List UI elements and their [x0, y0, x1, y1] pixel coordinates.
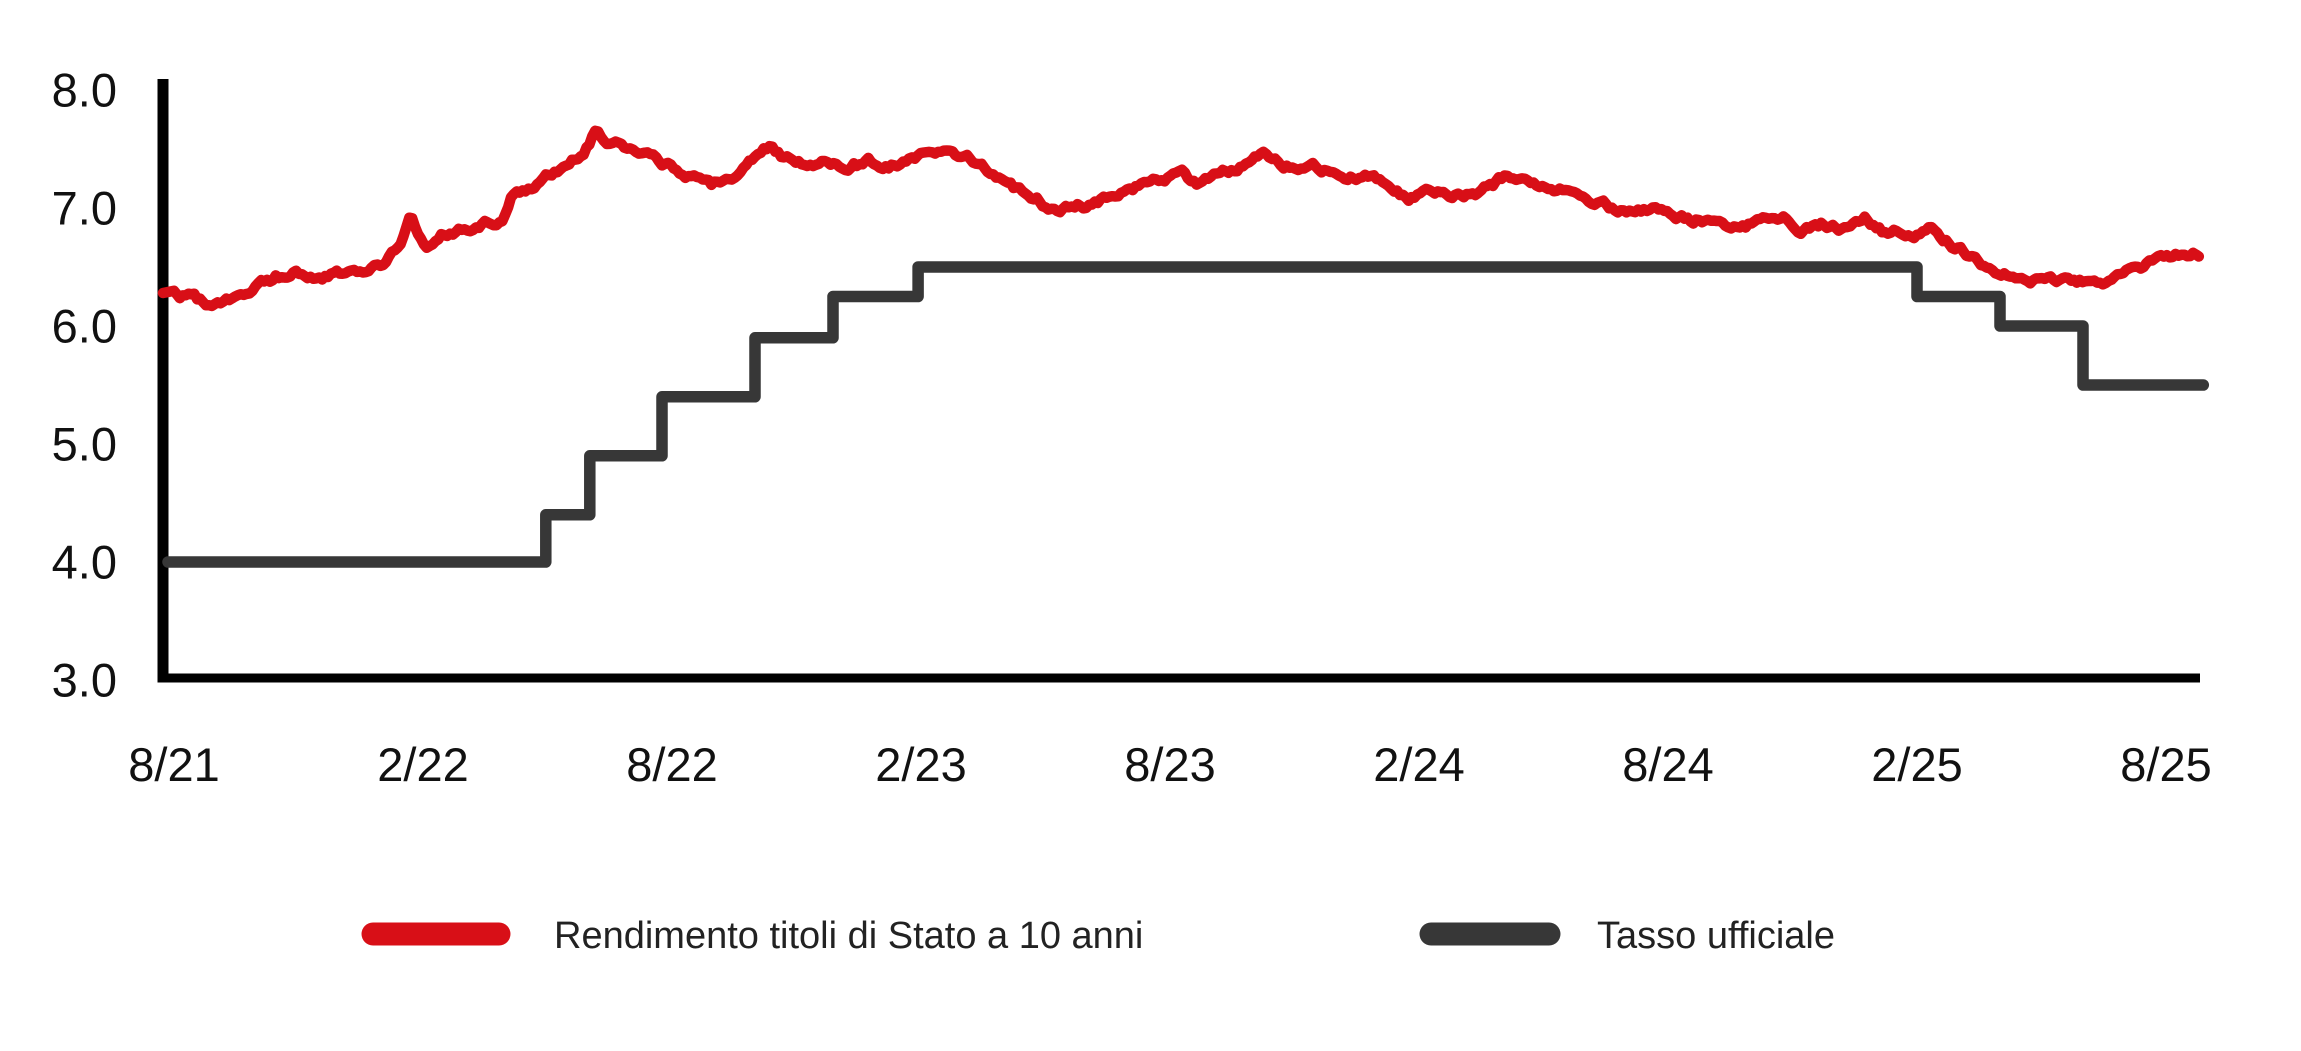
y-tick-label: 5.0	[52, 418, 117, 471]
x-tick-label: 2/23	[875, 738, 966, 791]
legend: Rendimento titoli di Stato a 10 anni Tas…	[361, 915, 1835, 957]
policy-rate-step-line	[162, 261, 2210, 568]
x-tick-label: 8/24	[1622, 738, 1713, 791]
axes	[157, 79, 2200, 683]
x-tick-label: 8/22	[626, 738, 717, 791]
y-tick-label: 3.0	[52, 654, 117, 707]
y-tick-label: 6.0	[52, 300, 117, 353]
bond-yield-line	[157, 125, 2205, 312]
y-axis-tick-labels: 8.0 7.0 6.0 5.0 4.0 3.0	[52, 64, 117, 707]
x-tick-label: 8/21	[128, 738, 219, 791]
x-tick-label: 2/25	[1871, 738, 1962, 791]
x-tick-label: 8/25	[2120, 738, 2211, 791]
bond-yield-legend-label: Rendimento titoli di Stato a 10 anni	[554, 915, 1143, 957]
x-axis-tick-labels: 8/21 2/22 8/22 2/23 8/23 2/24 8/24 2/25 8/25	[128, 738, 2211, 791]
y-tick-label: 7.0	[52, 182, 117, 235]
policy-rate-legend-label: Tasso ufficiale	[1597, 915, 1835, 957]
y-tick-label: 8.0	[52, 64, 117, 117]
x-tick-label: 8/23	[1124, 738, 1215, 791]
x-tick-label: 2/24	[1373, 738, 1464, 791]
y-tick-label: 4.0	[52, 536, 117, 589]
series-lines	[157, 125, 2210, 568]
x-tick-label: 2/22	[377, 738, 468, 791]
